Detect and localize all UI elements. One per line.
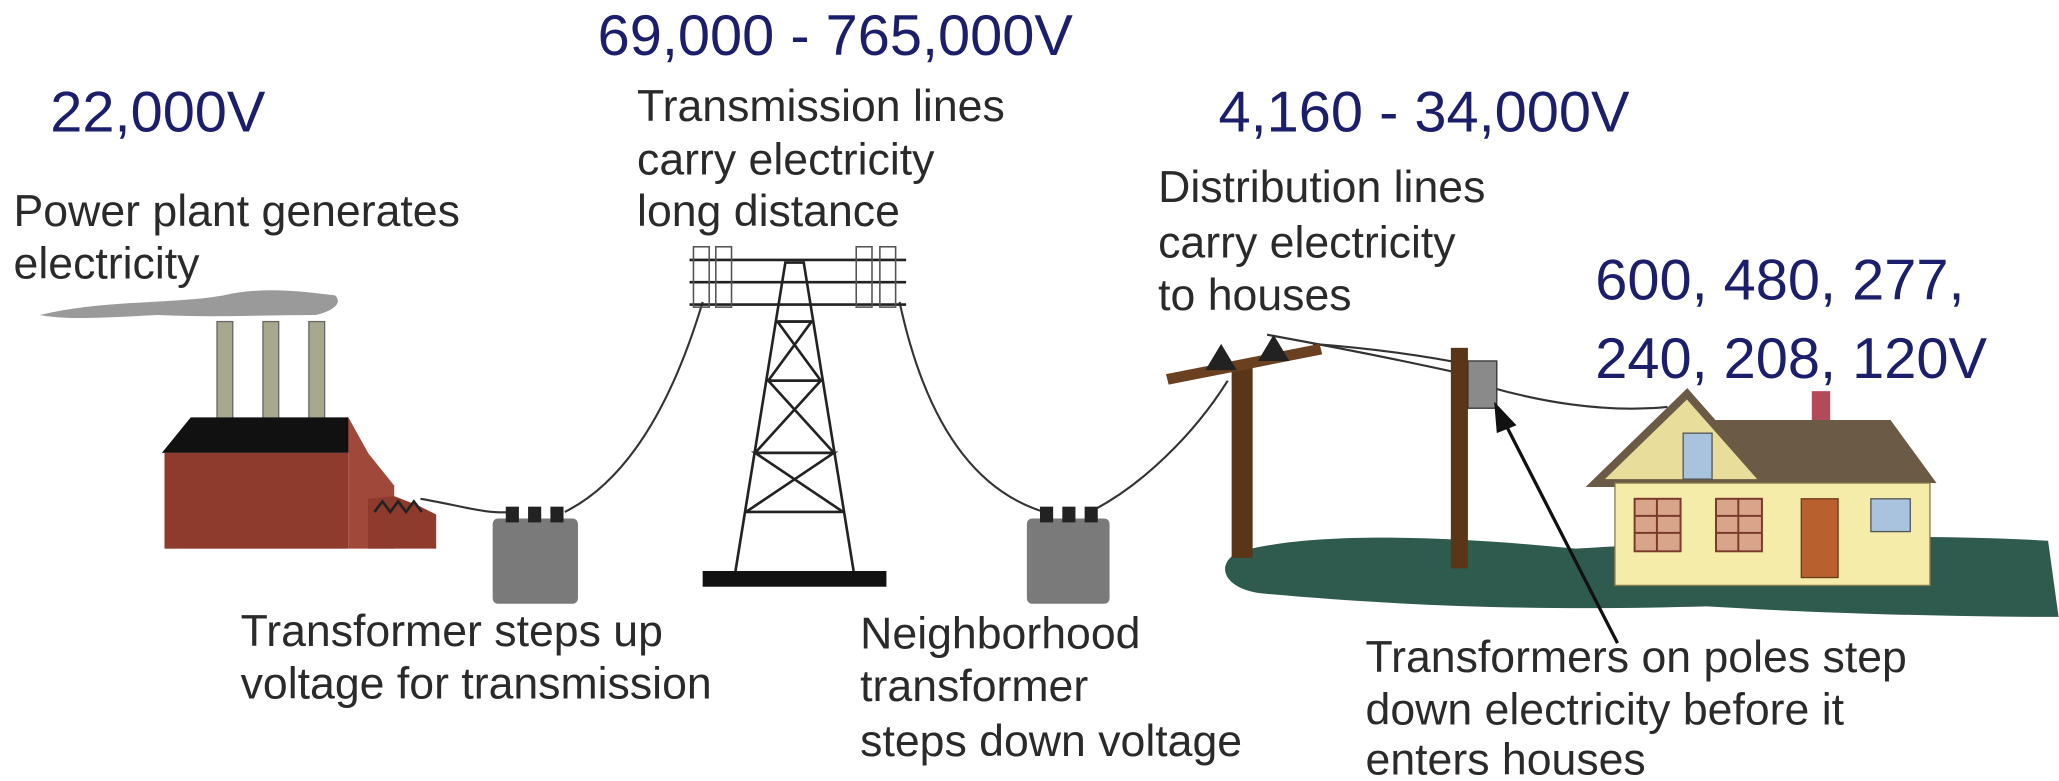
description-line: Transmission lines [637, 82, 1005, 131]
house [1595, 391, 1936, 585]
description-line: steps down voltage [860, 717, 1242, 766]
description-line: to houses [1158, 271, 1351, 320]
description-line: electricity [14, 239, 201, 288]
description-line: long distance [637, 187, 900, 236]
description-line: carry electricity [1158, 218, 1456, 267]
description-line: Distribution lines [1158, 163, 1485, 212]
transmission-tower [690, 247, 907, 571]
description-line: enters houses [1366, 735, 1646, 781]
description-line: down electricity before it [1366, 686, 1845, 735]
transformers [493, 507, 1110, 604]
description-line: carry electricity [637, 136, 935, 185]
power-grid-diagram: 22,000V Power plant generates electricit… [0, 0, 2059, 781]
voltage-label: 69,000 - 765,000V [598, 4, 1074, 68]
voltage-label: 4,160 - 34,000V [1219, 80, 1630, 144]
chimneys [217, 322, 325, 420]
power-plant [162, 417, 436, 548]
description-line: voltage for transmission [241, 659, 712, 708]
voltage-label: 240, 208, 120V [1595, 327, 1987, 391]
smoke [40, 290, 338, 318]
voltage-label: 600, 480, 277, [1595, 248, 1964, 312]
description-line: Transformer steps up [241, 607, 663, 656]
tower-base [703, 571, 887, 587]
description-line: Neighborhood [860, 609, 1140, 658]
voltage-label: 22,000V [50, 80, 266, 144]
description-line: transformer [860, 662, 1088, 711]
description-line: Power plant generates [14, 187, 460, 236]
page: {"stages": [ {"voltage": ["22,000V"], "d… [0, 0, 2059, 781]
description-line: Transformers on poles step [1366, 633, 1907, 682]
